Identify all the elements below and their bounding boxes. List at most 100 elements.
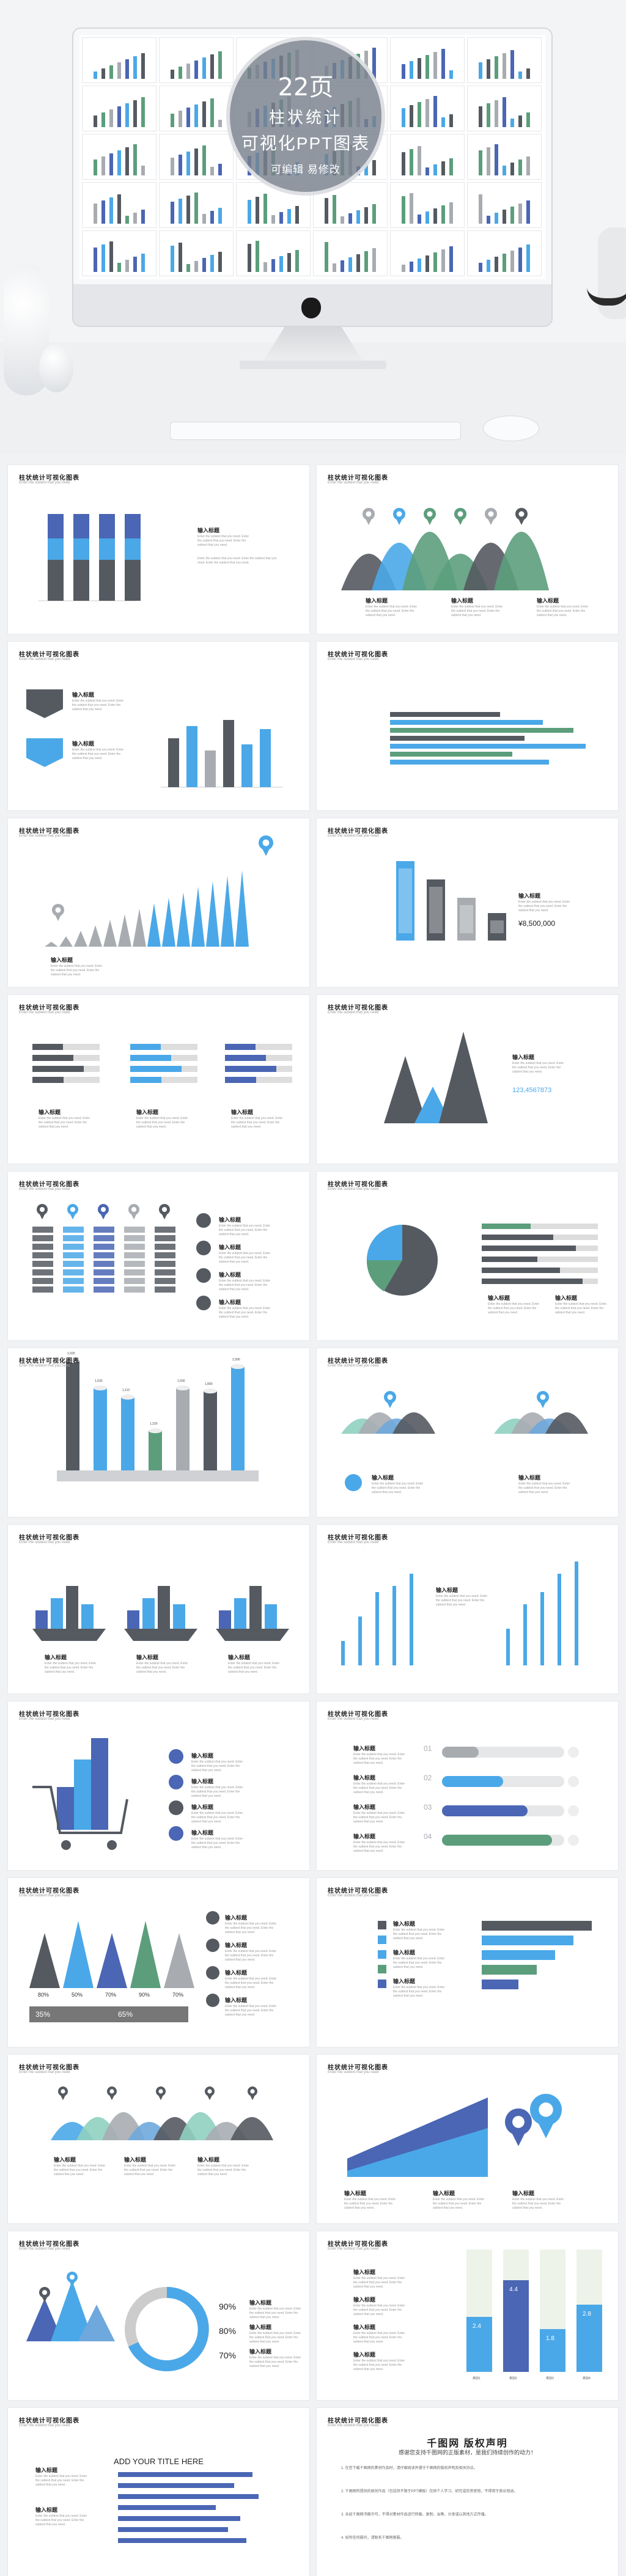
slide-title: 柱状统计可视化图表 — [328, 1358, 388, 1365]
thumbnail-bar — [109, 197, 113, 224]
slide-heading: 输入标题 — [393, 1978, 416, 1984]
slide-graphic — [32, 1586, 289, 1641]
slide-heading: 输入标题 — [372, 1475, 394, 1481]
slide-heading: 输入标题 — [512, 2190, 535, 2196]
thumbnail-bar — [271, 259, 275, 272]
bar — [506, 1629, 510, 1665]
slide-body: Enter the subtext that you need. Enter t… — [537, 605, 589, 617]
thumbnail-bar — [194, 61, 198, 79]
slide-body: Enter the subtext that you need. Enter t… — [136, 1117, 188, 1129]
thumbnail-bar — [364, 251, 368, 272]
thumbnail-bar — [487, 216, 490, 224]
bar-segment — [155, 1278, 175, 1284]
bar — [482, 1279, 583, 1284]
thumbnail-bar — [287, 253, 291, 272]
bar-segment — [63, 1286, 84, 1293]
pin-tip — [457, 518, 464, 525]
slide-9: 柱状统计可视化图表 Enter the subtext that you need… — [7, 1171, 310, 1341]
data-label: 2,300 — [232, 1358, 240, 1362]
thumbnail-bar — [94, 204, 97, 224]
slide-body: Enter the subtext that you need. Enter t… — [225, 1977, 277, 1989]
slide-graphic — [396, 861, 506, 941]
cart-wheel — [107, 1840, 117, 1850]
thumbnail-bar — [495, 257, 498, 272]
triangle-mark — [89, 925, 102, 947]
thumbnail-bar — [495, 56, 498, 79]
slide-body: Enter the subtext that you need. Enter t… — [488, 1302, 540, 1315]
slide-graphic — [39, 514, 141, 601]
thumbnail-bar — [410, 149, 413, 175]
bar — [130, 1055, 171, 1061]
pin-tip — [396, 518, 403, 525]
thumbnail-bar — [372, 160, 376, 175]
thumbnail-bar — [125, 59, 129, 79]
pin-tip — [426, 518, 433, 525]
slide-heading: 输入标题 — [249, 2349, 272, 2355]
bar — [118, 2538, 246, 2543]
thumbnail-bar — [94, 248, 97, 272]
slide-title: 柱状统计可视化图表 — [328, 651, 388, 658]
bar-segment — [124, 1286, 145, 1293]
bar — [482, 1257, 537, 1262]
bar-segment — [32, 1244, 53, 1250]
thumbnail-bar — [503, 53, 506, 79]
bar — [390, 736, 525, 741]
slide-graphic — [366, 1224, 598, 1296]
pin-tip — [386, 1401, 394, 1408]
slide-body: Enter the subtext that you need. Enter t… — [436, 1594, 488, 1607]
thumbnail-bar — [510, 163, 514, 175]
chart-heading: ADD YOUR TITLE HERE — [114, 2457, 204, 2466]
slide-heading: 输入标题 — [518, 1475, 541, 1481]
bar — [225, 1044, 256, 1050]
thumbnail-bar — [256, 197, 259, 224]
slide-heading: 输入标题 — [225, 1997, 248, 2003]
slide-graphic — [341, 1391, 588, 1491]
bar — [390, 744, 586, 749]
triangle-mark — [59, 936, 73, 947]
bar-segment — [32, 1227, 53, 1233]
slide-heading: 输入标题 — [353, 2269, 376, 2275]
thumbnail-bar — [518, 116, 522, 127]
slide-thumbnail — [236, 182, 311, 228]
slide-title: 柱状统计可视化图表 — [19, 2418, 79, 2424]
monitor-chin — [73, 284, 551, 326]
thumbnail-bar — [117, 62, 121, 79]
bar-segment — [125, 560, 141, 601]
slide-title: 柱状统计可视化图表 — [328, 2418, 388, 2424]
bar-segment — [94, 1235, 114, 1241]
slide-subtitle: Enter the subtext that you need — [19, 1717, 70, 1721]
thumbnail-bar — [94, 116, 97, 127]
monitor-stand — [263, 326, 363, 362]
bar-segment — [124, 1244, 145, 1250]
slide-graphic — [341, 1561, 578, 1665]
thumbnail-bar — [263, 194, 267, 224]
bar-cap — [94, 1385, 107, 1390]
slide-title: 柱状统计可视化图表 — [328, 1888, 388, 1895]
thumbnail-bar — [279, 256, 283, 272]
thumbnail-bar — [425, 99, 429, 127]
thumbnail-bar — [101, 112, 105, 127]
bar-track — [130, 1044, 197, 1050]
slide-subtitle: Enter the subtext that you need — [19, 834, 70, 838]
thumbnail-bar — [194, 105, 198, 127]
slide-body: Enter the subtext that you need. Enter t… — [451, 605, 503, 617]
pin-tip — [69, 1213, 76, 1220]
feature-icon — [196, 1241, 211, 1255]
thumbnail-bar — [194, 193, 198, 224]
slide-title: 柱状统计可视化图表 — [19, 1005, 79, 1011]
thumbnail-bar — [186, 108, 190, 127]
bar-segment — [32, 1235, 53, 1241]
bar — [457, 898, 476, 941]
pin-hole — [539, 2102, 553, 2117]
triangle-mark — [51, 2280, 94, 2341]
slide-heading: 输入标题 — [512, 1054, 535, 1060]
triangle-mark — [29, 1933, 60, 1988]
bar — [118, 2472, 252, 2477]
thumbnail-bar — [94, 72, 97, 79]
bar-cap — [231, 1364, 245, 1369]
thumbnail-bar — [186, 152, 190, 175]
slide-heading: 输入标题 — [219, 1272, 241, 1278]
bar — [575, 1561, 578, 1665]
bar — [94, 1388, 107, 1470]
slide-heading: 输入标题 — [366, 598, 388, 604]
